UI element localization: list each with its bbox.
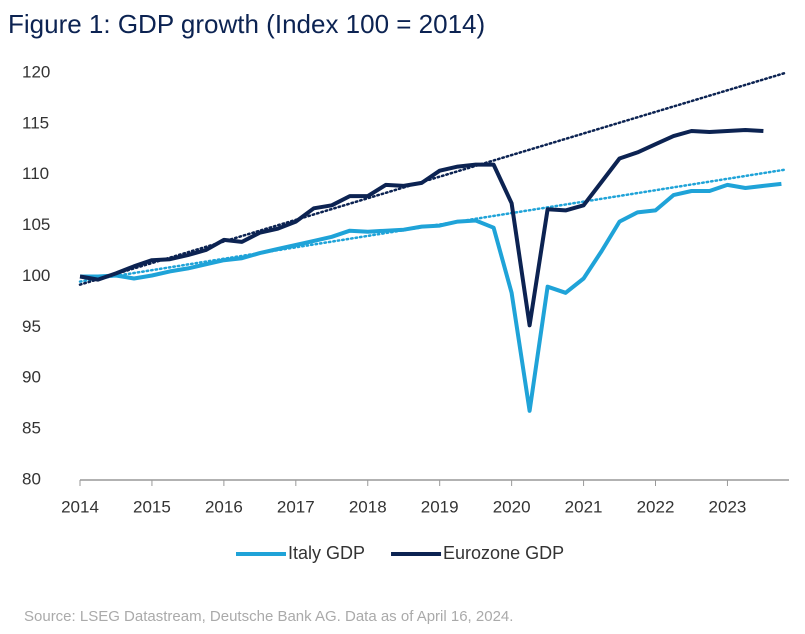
y-tick-label: 90 (22, 368, 41, 387)
y-tick-label: 115 (22, 113, 49, 132)
y-tick-label: 80 (22, 469, 41, 488)
series-line (80, 181, 782, 413)
x-tick-label: 2021 (565, 497, 603, 516)
x-tick-label: 2023 (709, 497, 747, 516)
series-line (79, 128, 764, 328)
y-tick-label: 110 (22, 164, 49, 183)
y-tick-label: 85 (22, 419, 41, 438)
chart-title: Figure 1: GDP growth (Index 100 = 2014) (8, 9, 485, 39)
y-tick-label: 100 (22, 266, 50, 285)
x-tick-label: 2018 (349, 497, 387, 516)
x-tick-label: 2016 (205, 497, 243, 516)
x-tick-label: 2017 (277, 497, 315, 516)
legend-label: Italy GDP (288, 543, 365, 563)
x-tick-label: 2019 (421, 497, 459, 516)
trend-line (78, 71, 787, 286)
source-note: Source: LSEG Datastream, Deutsche Bank A… (24, 608, 513, 625)
x-tick-label: 2014 (61, 497, 99, 516)
y-tick-label: 105 (22, 215, 50, 234)
legend-label: Eurozone GDP (443, 543, 564, 563)
x-tick-label: 2022 (637, 497, 675, 516)
x-tick-label: 2020 (493, 497, 531, 516)
y-tick-label: 120 (22, 62, 50, 81)
y-tick-label: 95 (22, 317, 41, 336)
x-tick-label: 2015 (133, 497, 171, 516)
